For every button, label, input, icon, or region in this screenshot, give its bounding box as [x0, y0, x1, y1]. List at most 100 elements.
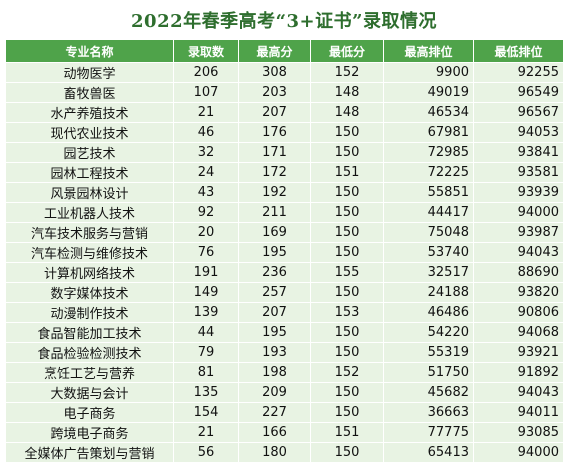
cell-min-score: 150: [310, 182, 384, 203]
cell-max-rank: 67981: [383, 122, 474, 143]
cell-major-name: 电子商务: [5, 402, 174, 423]
cell-major-name: 工业机器人技术: [5, 202, 174, 223]
cell-max-rank: 72985: [383, 142, 474, 163]
cell-max-score: 207: [238, 302, 311, 323]
cell-min-score: 151: [310, 162, 384, 183]
cell-major-name: 大数据与会计: [5, 382, 174, 403]
table-row: 园艺技术 32 171 150 72985 93841: [5, 142, 564, 163]
cell-max-rank: 46486: [383, 302, 474, 323]
cell-max-score: 169: [238, 222, 311, 243]
cell-major-name: 跨境电子商务: [5, 422, 174, 443]
cell-admitted-count: 107: [173, 82, 239, 103]
cell-admitted-count: 81: [173, 362, 239, 383]
table-title: 2022年春季高考“3+证书”录取情况: [131, 11, 437, 32]
table-body: 动物医学 206 308 152 9900 92255 畜牧兽医 107 203 148 49019…: [5, 62, 564, 463]
cell-min-rank: 94053: [473, 122, 564, 143]
cell-max-score: 192: [238, 182, 311, 203]
cell-major-name: 汽车检测与维修技术: [5, 242, 174, 263]
cell-max-rank: 53740: [383, 242, 474, 263]
cell-max-score: 308: [238, 62, 311, 83]
cell-min-rank: 94043: [473, 382, 564, 403]
cell-admitted-count: 149: [173, 282, 239, 303]
cell-min-score: 150: [310, 122, 384, 143]
table-row: 动漫制作技术 139 207 153 46486 90806: [5, 302, 564, 323]
cell-min-rank: 93987: [473, 222, 564, 243]
cell-min-rank: 94043: [473, 242, 564, 263]
cell-max-score: 236: [238, 262, 311, 283]
header-admitted: 录取数: [173, 39, 239, 63]
table-row: 计算机网络技术 191 236 155 32517 88690: [5, 262, 564, 283]
header-min-score: 最低分: [310, 39, 384, 63]
cell-max-rank: 46534: [383, 102, 474, 123]
table-row: 风景园林设计 43 192 150 55851 93939: [5, 182, 564, 203]
cell-min-rank: 96549: [473, 82, 564, 103]
cell-min-rank: 93841: [473, 142, 564, 163]
cell-min-rank: 90806: [473, 302, 564, 323]
cell-min-score: 151: [310, 422, 384, 443]
cell-min-score: 148: [310, 102, 384, 123]
cell-max-score: 171: [238, 142, 311, 163]
cell-min-score: 150: [310, 342, 384, 363]
cell-max-score: 172: [238, 162, 311, 183]
cell-min-score: 150: [310, 322, 384, 343]
cell-major-name: 食品检验检测技术: [5, 342, 174, 363]
cell-min-rank: 93820: [473, 282, 564, 303]
table-row: 烹饪工艺与营养 81 198 152 51750 91892: [5, 362, 564, 383]
cell-max-rank: 44417: [383, 202, 474, 223]
cell-max-rank: 72225: [383, 162, 474, 183]
cell-admitted-count: 76: [173, 242, 239, 263]
cell-major-name: 烹饪工艺与营养: [5, 362, 174, 383]
cell-max-rank: 65413: [383, 442, 474, 463]
table-row: 跨境电子商务 21 166 151 77775 93085: [5, 422, 564, 443]
cell-admitted-count: 92: [173, 202, 239, 223]
cell-admitted-count: 44: [173, 322, 239, 343]
cell-admitted-count: 21: [173, 422, 239, 443]
cell-admitted-count: 56: [173, 442, 239, 463]
header-row: 专业名称 录取数 最高分 最低分 最高排位 最低排位: [5, 39, 564, 63]
cell-admitted-count: 191: [173, 262, 239, 283]
cell-min-score: 148: [310, 82, 384, 103]
cell-admitted-count: 32: [173, 142, 239, 163]
table-row: 食品检验检测技术 79 193 150 55319 93921: [5, 342, 564, 363]
cell-major-name: 风景园林设计: [5, 182, 174, 203]
cell-admitted-count: 24: [173, 162, 239, 183]
cell-admitted-count: 21: [173, 102, 239, 123]
cell-max-score: 166: [238, 422, 311, 443]
cell-admitted-count: 79: [173, 342, 239, 363]
cell-max-score: 257: [238, 282, 311, 303]
cell-admitted-count: 20: [173, 222, 239, 243]
cell-max-score: 203: [238, 82, 311, 103]
cell-min-score: 153: [310, 302, 384, 323]
cell-min-rank: 94068: [473, 322, 564, 343]
cell-admitted-count: 43: [173, 182, 239, 203]
cell-admitted-count: 135: [173, 382, 239, 403]
table-row: 汽车技术服务与营销 20 169 150 75048 93987: [5, 222, 564, 243]
cell-max-rank: 75048: [383, 222, 474, 243]
header-major: 专业名称: [5, 39, 174, 63]
table-row: 工业机器人技术 92 211 150 44417 94000: [5, 202, 564, 223]
cell-max-rank: 36663: [383, 402, 474, 423]
cell-min-score: 150: [310, 382, 384, 403]
cell-max-score: 207: [238, 102, 311, 123]
table-row: 畜牧兽医 107 203 148 49019 96549: [5, 82, 564, 103]
cell-min-rank: 93939: [473, 182, 564, 203]
admission-table: 专业名称 录取数 最高分 最低分 最高排位 最低排位 动物医学 206 308 152…: [5, 39, 564, 463]
cell-min-rank: 94000: [473, 442, 564, 463]
cell-max-rank: 54220: [383, 322, 474, 343]
cell-min-score: 152: [310, 362, 384, 383]
cell-min-score: 155: [310, 262, 384, 283]
cell-max-score: 211: [238, 202, 311, 223]
table-row: 园林工程技术 24 172 151 72225 93581: [5, 162, 564, 183]
cell-min-rank: 94011: [473, 402, 564, 423]
cell-max-rank: 45682: [383, 382, 474, 403]
cell-major-name: 畜牧兽医: [5, 82, 174, 103]
cell-min-score: 150: [310, 402, 384, 423]
cell-max-score: 193: [238, 342, 311, 363]
cell-min-score: 152: [310, 62, 384, 83]
cell-max-rank: 77775: [383, 422, 474, 443]
table-row: 现代农业技术 46 176 150 67981 94053: [5, 122, 564, 143]
cell-major-name: 动物医学: [5, 62, 174, 83]
cell-min-score: 150: [310, 222, 384, 243]
cell-major-name: 计算机网络技术: [5, 262, 174, 283]
cell-max-rank: 49019: [383, 82, 474, 103]
